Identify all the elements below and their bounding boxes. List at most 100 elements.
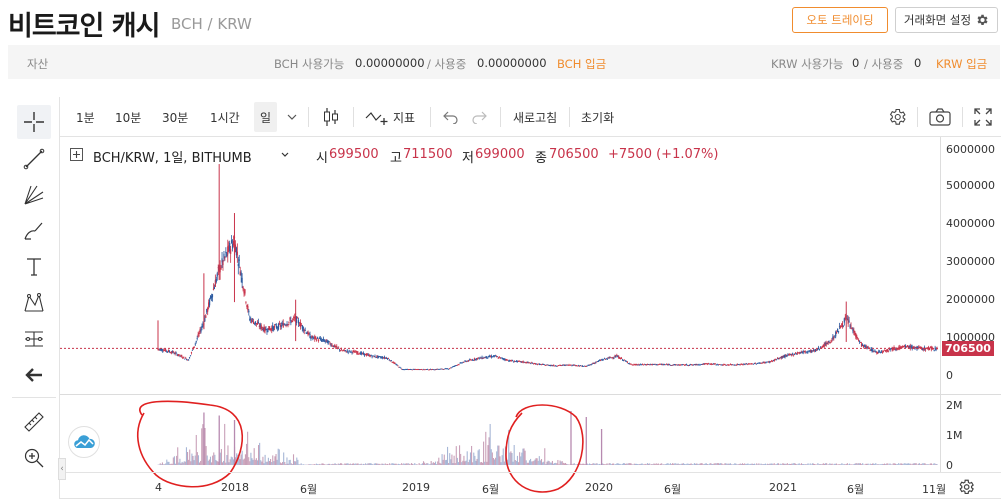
price-candle [665,363,668,365]
fullscreen-button[interactable] [974,97,992,137]
interval-day[interactable]: 일 [254,102,278,132]
volume-bar [371,463,373,465]
krw-deposit-link[interactable]: KRW 입금 [936,57,988,71]
collapse-toolbar-handle[interactable]: ‹ [58,458,66,480]
refresh-button[interactable]: 새로고침 [513,110,558,125]
volume-bar [476,458,478,465]
redo-button[interactable] [471,97,487,137]
price-candle [412,369,414,370]
screenshot-button[interactable] [929,97,951,137]
price-candle [502,358,504,360]
zoom-tool[interactable] [17,441,51,475]
price-candle [375,357,377,358]
price-candle [466,361,468,363]
volume-bar [472,462,474,465]
price-candle [334,344,336,348]
interval-1m[interactable]: 1분 [76,110,95,125]
volume-bar [343,464,345,465]
text-tool[interactable] [17,250,51,284]
chart-settings-button[interactable] [887,97,907,137]
volume-bar [615,464,617,465]
volume-bar [230,456,232,465]
volume-bar [849,463,851,465]
volume-bar [904,463,906,465]
price-candle [551,365,553,367]
price-candle [303,330,305,332]
price-candle [763,362,765,364]
ruler-tool[interactable] [17,405,51,439]
volume-bar [391,463,393,465]
volume-bar [783,463,785,465]
expand-plus-icon[interactable] [70,148,84,162]
interval-dropdown[interactable] [286,97,298,137]
price-candle [738,364,740,366]
price-candle [346,350,348,352]
price-candle [902,346,905,348]
chevron-down-icon[interactable] [281,151,289,159]
price-candle [925,347,928,349]
candle-type-button[interactable] [322,97,340,137]
volume-bar [664,464,666,465]
price-candle [910,345,912,348]
reset-button[interactable]: 초기화 [581,110,615,125]
volume-bar [744,463,746,465]
pattern-tool[interactable] [17,286,51,320]
bch-available-value: 0.00000000 [355,56,425,70]
price-candle [862,345,865,348]
volume-bar [515,460,517,465]
volume-bar [652,464,654,465]
volume-bar [167,461,169,465]
volume-bar [314,464,316,465]
price-candle [920,346,922,349]
chart-logo-button[interactable] [68,426,100,458]
fib-tool[interactable] [17,178,51,212]
volume-bar [584,464,586,465]
measure-tool[interactable] [17,322,51,356]
price-candle [223,253,225,259]
trendline-tool[interactable] [17,142,51,176]
price-candle [730,364,733,366]
volume-bar [539,460,541,465]
volume-pane-divider[interactable] [60,394,1001,395]
price-candle [735,364,737,366]
price-candle [865,346,867,349]
volume-bar [858,463,860,465]
back-tool[interactable] [17,358,51,392]
volume-bar [412,463,414,465]
volume-bar [731,464,733,465]
price-candle [597,361,599,362]
volume-bar [206,455,208,465]
price-candle [514,361,517,362]
volume-bar [631,464,633,465]
volume-bar [253,448,255,465]
price-candle [357,351,359,354]
price-candle [722,364,724,366]
crosshair-tool[interactable] [17,105,51,139]
bch-deposit-link[interactable]: BCH 입금 [557,57,607,71]
screen-settings-button[interactable]: 거래화면 설정 [895,7,998,33]
volume-bar [551,460,553,465]
interval-1h[interactable]: 1시간 [210,110,240,125]
undo-button[interactable] [443,97,459,137]
volume-bar [440,463,442,465]
price-candle [759,363,761,364]
brush-tool[interactable] [17,214,51,248]
indicator-button[interactable]: 지표 [365,97,415,137]
volume-bar [835,463,838,465]
volume-bar [908,463,910,465]
interval-10m[interactable]: 10분 [115,110,142,125]
axis-settings-icon[interactable] [957,478,975,496]
volume-bar [481,462,484,465]
volume-bar [185,447,188,465]
volume-bar [379,463,381,465]
interval-30m[interactable]: 30분 [162,110,189,125]
price-candle [816,349,819,351]
price-candle [271,327,273,331]
price-candle [747,364,749,366]
auto-trading-button[interactable]: 오토 트레이딩 [792,7,888,33]
price-candle [650,364,652,366]
volume-bar [194,455,196,465]
volume-bar [714,463,716,465]
price-chart[interactable] [60,137,940,499]
